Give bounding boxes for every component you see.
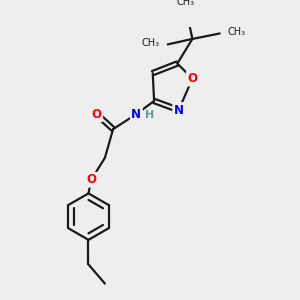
Text: O: O (92, 108, 102, 121)
Text: N: N (131, 108, 141, 121)
Text: O: O (188, 72, 197, 85)
Text: O: O (86, 173, 96, 186)
Text: H: H (145, 110, 154, 121)
Text: CH₃: CH₃ (142, 38, 160, 48)
Text: CH₃: CH₃ (227, 27, 245, 37)
Text: N: N (174, 103, 184, 116)
Text: CH₃: CH₃ (176, 0, 195, 7)
